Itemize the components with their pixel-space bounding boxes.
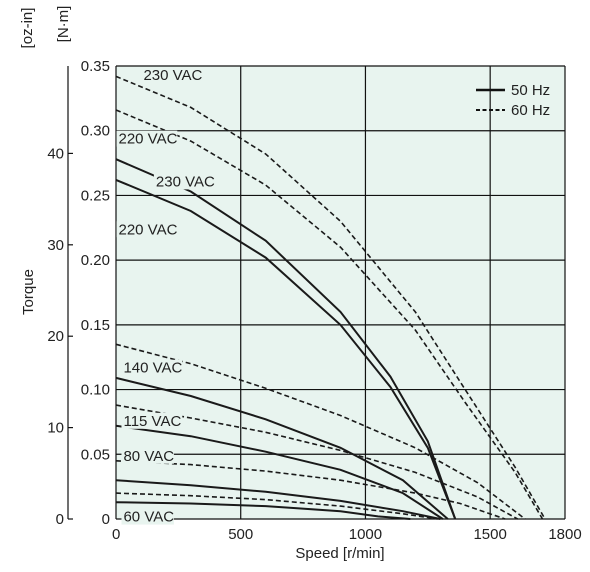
curve-label: 140 VAC <box>123 360 182 377</box>
y-axis-title: Torque <box>20 269 37 315</box>
curve-label-bg <box>121 447 174 464</box>
curve-label: 230 VAC <box>156 173 215 190</box>
y-tick-label-ozin: 20 <box>47 328 64 345</box>
y-unit-nm: [N·m] <box>55 6 72 43</box>
y-tick-label-nm: 0.10 <box>81 382 110 399</box>
series-line <box>115 424 444 520</box>
y-tick-label-nm: 0.15 <box>81 317 110 334</box>
y-tick-label-nm: 0.35 <box>81 58 110 75</box>
y-tick-label-nm: 0.30 <box>81 123 110 140</box>
y-tick-label-nm: 0.25 <box>81 187 110 204</box>
grid <box>115 65 566 520</box>
x-tick-label: 0 <box>112 526 120 543</box>
series-line <box>115 376 449 520</box>
curve-label-bg <box>141 67 203 84</box>
curve-label-bg <box>121 508 174 525</box>
curve-label-bg <box>121 412 183 429</box>
y-unit-oz-in: [oz-in] <box>19 8 36 49</box>
series-line <box>115 158 457 520</box>
x-tick-label: 500 <box>228 526 253 543</box>
y-tick-label-nm: 0.20 <box>81 252 110 269</box>
series-line <box>115 492 438 520</box>
y-tick-label-nm: 0 <box>102 511 110 528</box>
axes: 0 500 1000 1500 1800 0 0.05 0.10 0.15 0.20 0.25 0.3… <box>19 6 582 562</box>
curve-label: 115 VAC <box>123 413 181 430</box>
curve-label-bg <box>153 173 215 190</box>
series-line <box>115 75 546 520</box>
series-line <box>115 343 526 520</box>
legend-label: 60 Hz <box>511 102 550 119</box>
curve-label: 230 VAC <box>143 67 202 84</box>
legend-label: 50 Hz <box>511 82 550 99</box>
y-tick-label-ozin: 30 <box>47 237 64 254</box>
y-tick-label-ozin: 10 <box>47 420 64 437</box>
series-line <box>115 501 411 520</box>
curve-label: 220 VAC <box>118 131 177 148</box>
y-tick-label-nm: 0.05 <box>81 446 110 463</box>
curve-label-bg <box>121 359 183 376</box>
series-line <box>115 479 441 520</box>
legend: 50 Hz 60 Hz <box>476 82 550 119</box>
curve-labels: 230 VAC 220 VAC 230 VAC 220 VAC 140 VAC 115 V… <box>116 67 215 526</box>
x-tick-label: 1800 <box>548 526 581 543</box>
series-line <box>115 460 506 520</box>
x-tick-label: 1500 <box>473 526 506 543</box>
x-axis-title: Speed [r/min] <box>295 545 384 562</box>
y-tick-label-ozin: 40 <box>47 145 64 162</box>
plot-area <box>116 66 565 519</box>
curve-label: 60 VAC <box>123 509 174 526</box>
curve-label-bg <box>116 130 178 147</box>
curve-label-bg <box>116 221 178 238</box>
curve-label: 220 VAC <box>118 221 177 238</box>
x-tick-label: 1000 <box>349 526 382 543</box>
series-line <box>115 109 544 520</box>
series-line <box>115 404 518 520</box>
curves <box>115 75 546 520</box>
series-line <box>115 178 457 520</box>
y-tick-label-ozin: 0 <box>56 511 64 528</box>
curve-label: 80 VAC <box>123 448 174 465</box>
